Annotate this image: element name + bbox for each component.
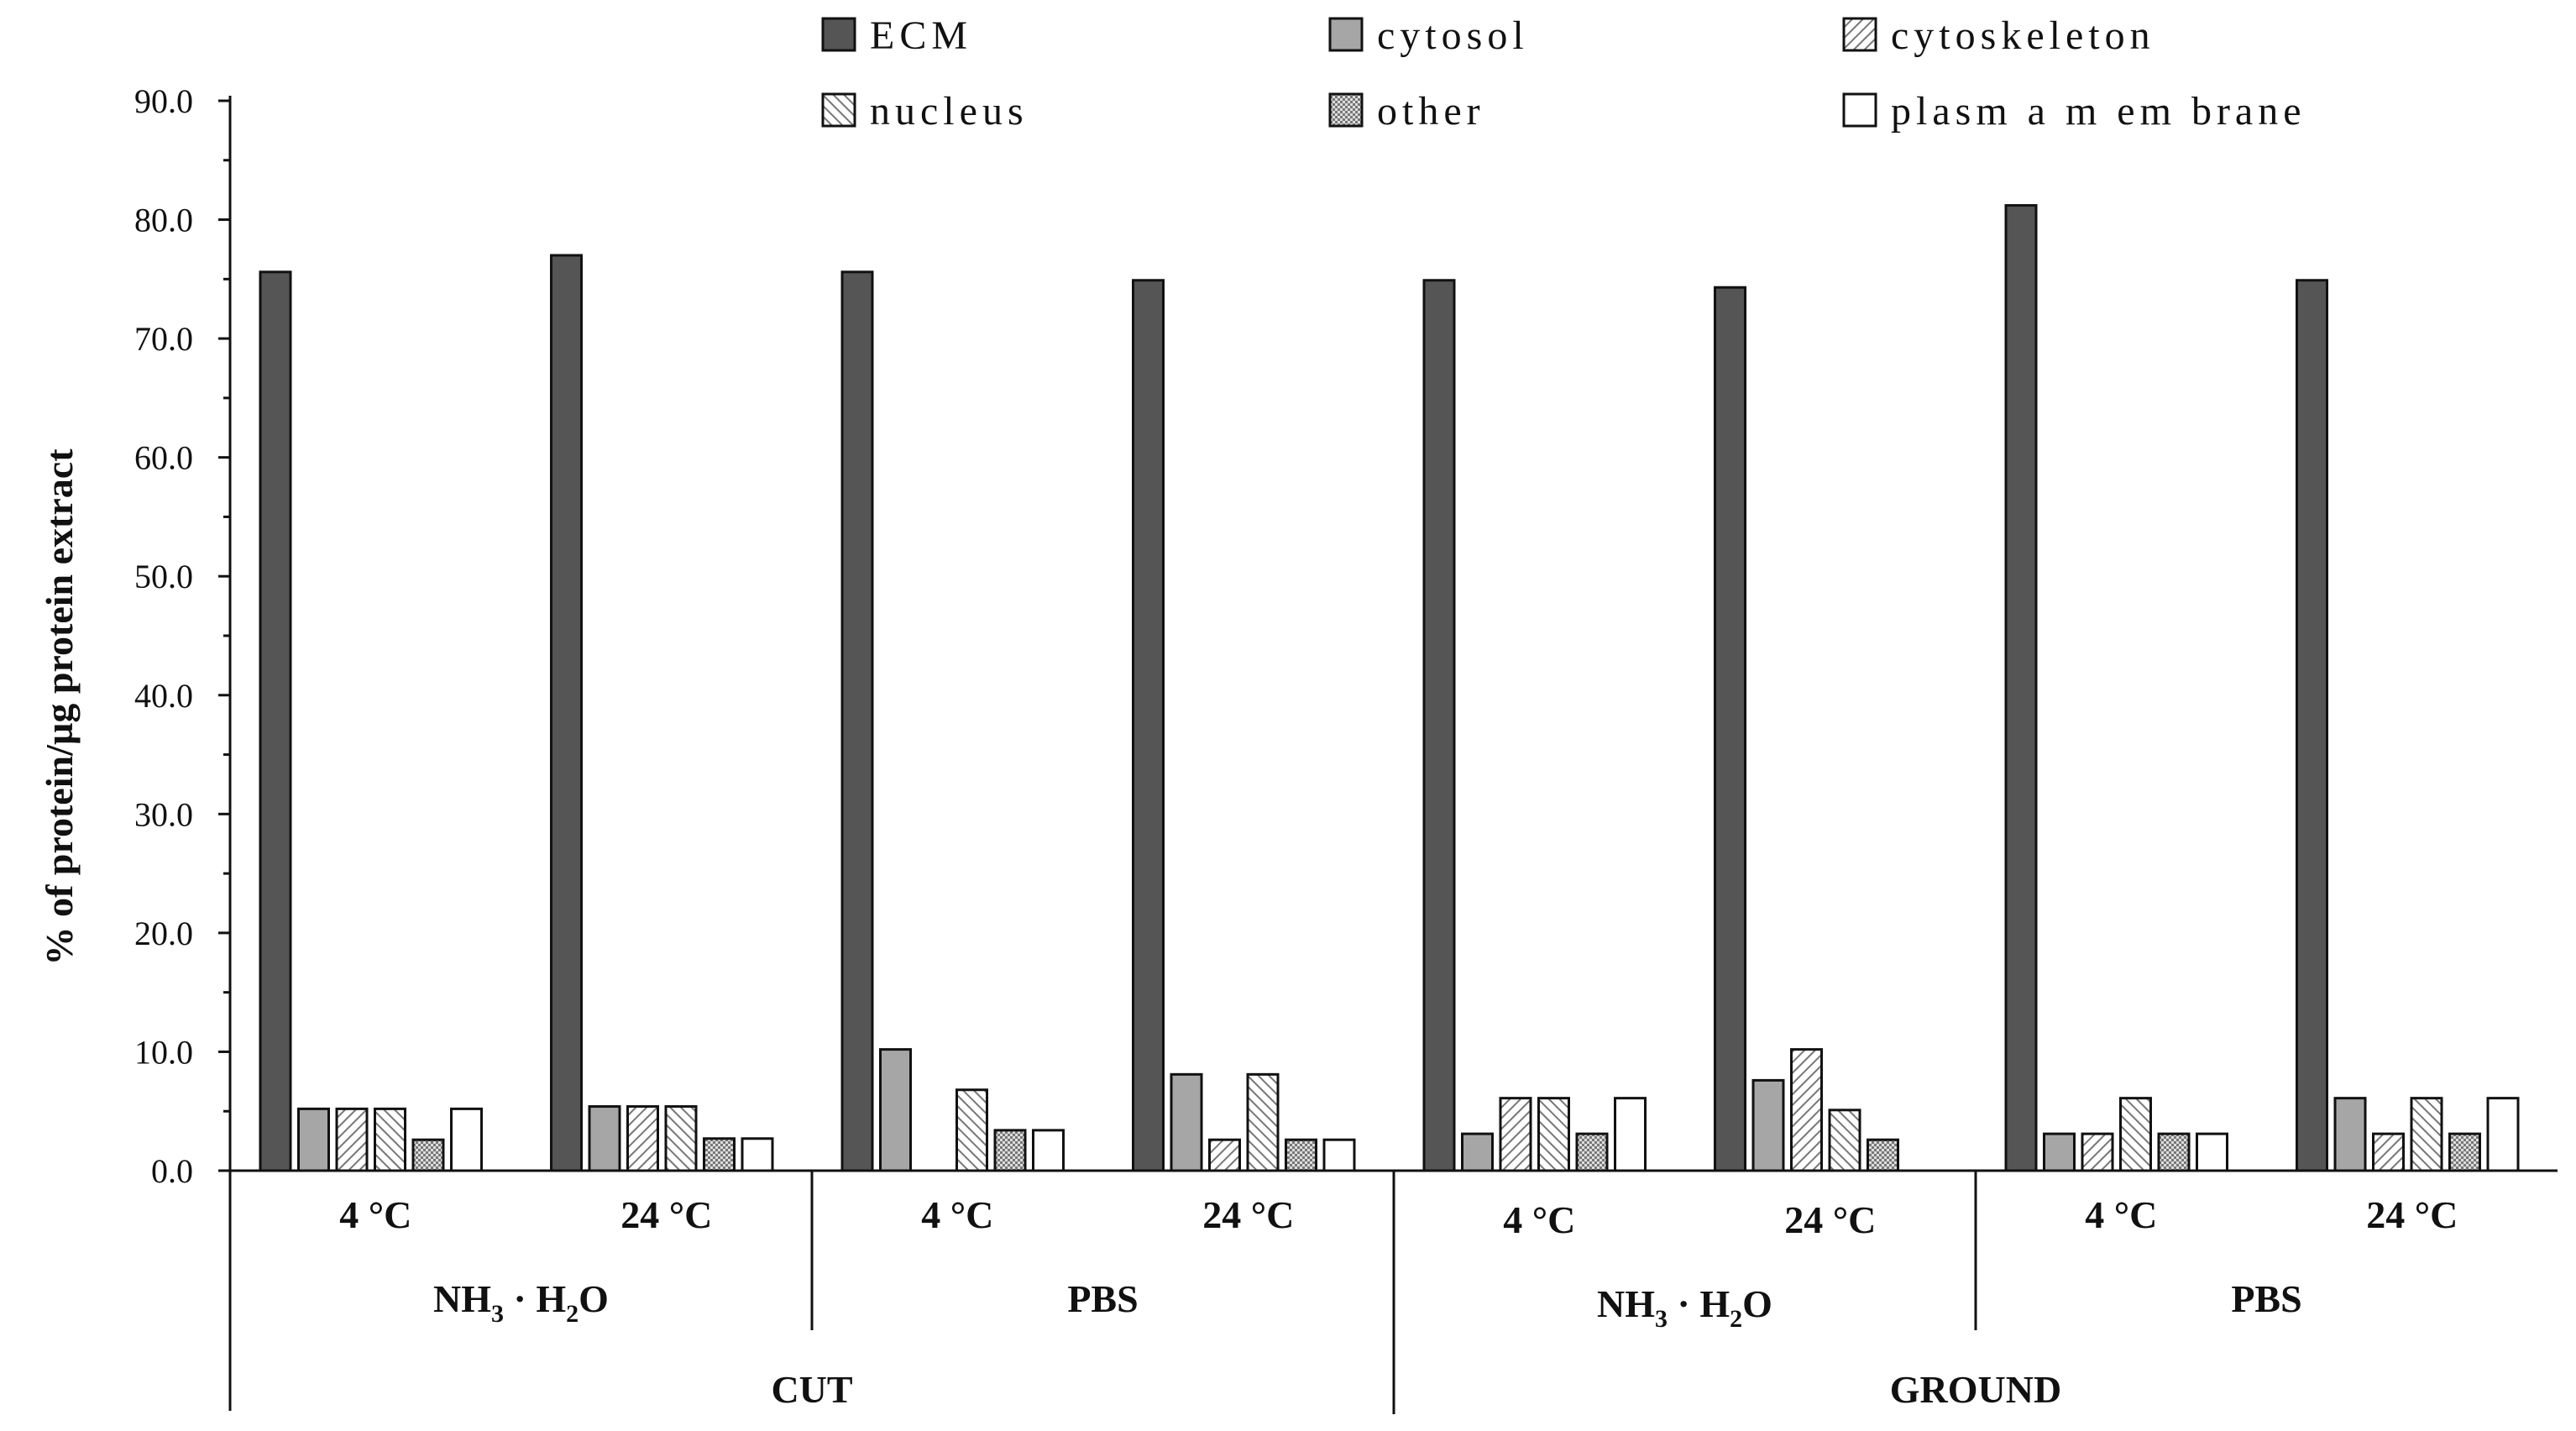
bar-cytoskeleton-7 xyxy=(2081,1132,2114,1172)
bar-other-7 xyxy=(2157,1132,2191,1172)
bar-ecm-2 xyxy=(550,254,583,1172)
y-axis: 0.0 10.0 20.0 30.0 40.0 50.0 60.0 70.0 80.0 90.0 xyxy=(134,82,232,1411)
bar-other-2 xyxy=(703,1137,736,1172)
bar-other-1 xyxy=(411,1138,445,1172)
y-tick-label: 60.0 xyxy=(134,439,193,477)
y-tick-label: 80.0 xyxy=(134,202,193,239)
y-tick-label: 10.0 xyxy=(134,1033,193,1071)
x-temperature-label: 4 °C xyxy=(2085,1193,2157,1236)
legend-item: cytoskeleton xyxy=(1842,13,2155,58)
y-tick-label: 70.0 xyxy=(134,320,193,358)
bar-ecm-5 xyxy=(1422,279,1456,1172)
x-solution-label: NH3 · H2O xyxy=(1597,1282,1772,1333)
legend-item: ECM xyxy=(821,13,972,58)
bar-cytoskeleton-5 xyxy=(1499,1097,1532,1172)
legend-label: plasm a m em brane xyxy=(1891,89,2306,134)
bar-ecm-3 xyxy=(840,270,874,1172)
bar-nucleus-8 xyxy=(2410,1097,2443,1172)
legend-label: cytoskeleton xyxy=(1891,13,2155,58)
bar-cytoskeleton-1 xyxy=(335,1107,369,1172)
legend-item: cytosol xyxy=(1328,13,1529,58)
bar-cytosol-7 xyxy=(2043,1132,2076,1172)
bar-cytoskeleton-2 xyxy=(626,1105,659,1172)
x-processing-label: CUT xyxy=(771,1368,852,1411)
bar-cytoskeleton-8 xyxy=(2372,1132,2405,1172)
legend: ECM cytosol cytoskeleton nucleus other plasm … xyxy=(821,13,2306,134)
bar-cytosol-6 xyxy=(1751,1078,1785,1172)
bar-cytosol-2 xyxy=(588,1105,621,1172)
bar-ecm-6 xyxy=(1714,286,1746,1172)
bar-ecm-8 xyxy=(2296,279,2328,1172)
bar-ecm-7 xyxy=(2004,204,2038,1172)
legend-swatch xyxy=(821,17,856,52)
bar-nucleus-2 xyxy=(664,1105,698,1172)
x-solution-label: PBS xyxy=(2231,1277,2301,1320)
bar-other-8 xyxy=(2448,1132,2481,1172)
x-temperature-label: 4 °C xyxy=(921,1193,993,1236)
x-axis: 4 °C 24 °C 4 °C 24 °C 4 °C 24 °C 4 °C 24 °C NH3 … xyxy=(230,1169,2558,1414)
bar-nucleus-6 xyxy=(1828,1109,1861,1172)
y-tick-label: 20.0 xyxy=(134,915,193,952)
legend-label: other xyxy=(1377,89,1485,134)
x-temperature-label: 24 °C xyxy=(2366,1193,2458,1236)
bar-nucleus-3 xyxy=(956,1088,988,1172)
y-tick-label: 30.0 xyxy=(134,795,193,833)
bar-nucleus-7 xyxy=(2119,1097,2152,1172)
bar-other-3 xyxy=(993,1129,1027,1172)
bar-plasmamembrane-3 xyxy=(1032,1129,1065,1172)
x-solution-label: NH3 · H2O xyxy=(433,1277,609,1328)
x-solution-label: PBS xyxy=(1067,1277,1138,1320)
legend-item: plasm a m em brane xyxy=(1842,89,2306,134)
bar-cytoskeleton-6 xyxy=(1790,1048,1823,1172)
bar-cytosol-8 xyxy=(2333,1097,2367,1172)
x-temperature-label: 4 °C xyxy=(339,1193,411,1236)
y-tick-label: 40.0 xyxy=(134,677,193,715)
bar-nucleus-5 xyxy=(1537,1097,1570,1172)
bar-plasmamembrane-2 xyxy=(741,1137,774,1172)
bar-nucleus-4 xyxy=(1246,1072,1280,1172)
bar-cytosol-1 xyxy=(297,1107,330,1172)
bar-ecm-1 xyxy=(259,270,292,1172)
bars xyxy=(259,204,2520,1172)
y-tick-label: 50.0 xyxy=(134,558,193,595)
bar-cytosol-3 xyxy=(879,1048,912,1172)
y-tick-label: 0.0 xyxy=(151,1152,193,1190)
legend-label: cytosol xyxy=(1377,13,1529,58)
legend-item: nucleus xyxy=(821,89,1029,134)
x-temperature-label: 4 °C xyxy=(1503,1198,1575,1241)
bar-plasmamembrane-7 xyxy=(2196,1132,2228,1172)
bar-nucleus-1 xyxy=(374,1107,406,1172)
bar-ecm-4 xyxy=(1132,279,1165,1172)
legend-swatch xyxy=(1328,17,1364,52)
legend-swatch xyxy=(821,92,856,128)
bar-plasmamembrane-5 xyxy=(1614,1097,1647,1172)
y-axis-label: % of protein/µg protein extract xyxy=(38,448,81,966)
bar-plasmamembrane-1 xyxy=(450,1107,483,1172)
x-processing-label: GROUND xyxy=(1890,1368,2061,1411)
x-temperature-label: 24 °C xyxy=(1202,1193,1294,1236)
y-tick-label: 90.0 xyxy=(134,82,193,120)
bar-plasmamembrane-4 xyxy=(1322,1138,1356,1172)
legend-swatch xyxy=(1842,17,1877,52)
x-temperature-label: 24 °C xyxy=(620,1193,712,1236)
bar-cytosol-5 xyxy=(1461,1132,1494,1172)
bar-cytosol-4 xyxy=(1170,1072,1203,1172)
legend-label: nucleus xyxy=(870,89,1029,134)
legend-swatch xyxy=(1842,92,1877,128)
x-temperature-label: 24 °C xyxy=(1784,1198,1876,1241)
bar-other-5 xyxy=(1575,1132,1609,1172)
bar-other-6 xyxy=(1867,1138,1899,1172)
legend-label: ECM xyxy=(870,13,972,58)
legend-swatch xyxy=(1328,92,1364,128)
bar-cytoskeleton-4 xyxy=(1208,1138,1241,1172)
bar-plasmamembrane-8 xyxy=(2486,1097,2520,1172)
legend-item: other xyxy=(1328,89,1485,134)
bar-other-4 xyxy=(1285,1138,1317,1172)
